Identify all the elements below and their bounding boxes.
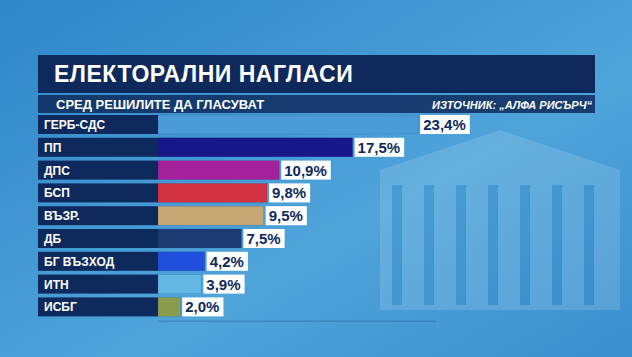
bar bbox=[158, 297, 180, 316]
category-label: ВЪЗР. bbox=[44, 209, 80, 223]
category-box bbox=[38, 206, 158, 225]
category-box bbox=[38, 252, 158, 271]
category-box bbox=[38, 161, 158, 180]
building bbox=[380, 130, 620, 310]
bar bbox=[158, 206, 264, 225]
chart: ЕЛЕКТОРАЛНИ НАГЛАСИ СРЕД РЕШИЛИТЕ ДА ГЛАС… bbox=[0, 0, 632, 357]
source: ИЗТОЧНИК: „АЛФА РИСЪРЧ“ bbox=[432, 99, 592, 111]
value-label-box bbox=[243, 229, 284, 248]
bar bbox=[158, 161, 279, 180]
subtitle: СРЕД РЕШИЛИТЕ ДА ГЛАСУВАТ bbox=[56, 97, 264, 112]
value-label: 10,9% bbox=[284, 162, 327, 179]
value-label-box bbox=[207, 252, 248, 271]
category-box bbox=[38, 138, 158, 157]
subtitle-band bbox=[38, 95, 595, 113]
value-label: 2,0% bbox=[185, 298, 219, 315]
title: ЕЛЕКТОРАЛНИ НАГЛАСИ bbox=[54, 61, 353, 87]
value-label-box bbox=[203, 275, 244, 294]
category-label: БГ ВЪЗХОД bbox=[44, 255, 115, 269]
value-label: 4,2% bbox=[210, 253, 244, 270]
category-label: ПП bbox=[44, 141, 61, 155]
category-box bbox=[38, 183, 158, 202]
value-label-box bbox=[420, 115, 470, 134]
category-box bbox=[38, 229, 158, 248]
bar bbox=[158, 115, 418, 134]
value-label-box bbox=[281, 161, 331, 180]
value-label-box bbox=[182, 297, 223, 316]
category-label: ДБ bbox=[44, 232, 62, 246]
category-box bbox=[38, 115, 158, 134]
category-box bbox=[38, 297, 158, 316]
labels: ГЕРБ-СДС 23,4% ПП 17,5% ДПС 10,9% БСП 9,8% ВЪЗР.… bbox=[38, 115, 470, 316]
bar bbox=[158, 252, 205, 271]
value-label: 9,8% bbox=[272, 184, 306, 201]
value-label: 9,5% bbox=[269, 207, 303, 224]
bar bbox=[158, 229, 241, 248]
bars bbox=[158, 115, 418, 316]
bar bbox=[158, 138, 353, 157]
value-label: 17,5% bbox=[358, 139, 401, 156]
category-label: ДПС bbox=[44, 164, 70, 178]
category-box bbox=[38, 275, 158, 294]
value-label: 23,4% bbox=[423, 116, 466, 133]
value-label: 7,5% bbox=[246, 230, 280, 247]
bar bbox=[158, 275, 201, 294]
category-label: ИСБГ bbox=[44, 300, 77, 314]
category-label: ИТН bbox=[44, 278, 69, 292]
category-label: БСП bbox=[44, 186, 70, 200]
value-label-box bbox=[266, 206, 307, 225]
bar bbox=[158, 183, 267, 202]
title-band bbox=[38, 55, 595, 93]
background bbox=[0, 0, 632, 357]
value-label-box bbox=[355, 138, 405, 157]
value-label-box bbox=[269, 183, 310, 202]
x-axis-line bbox=[158, 321, 436, 322]
category-label: ГЕРБ-СДС bbox=[44, 118, 105, 132]
value-label: 3,9% bbox=[206, 276, 240, 293]
